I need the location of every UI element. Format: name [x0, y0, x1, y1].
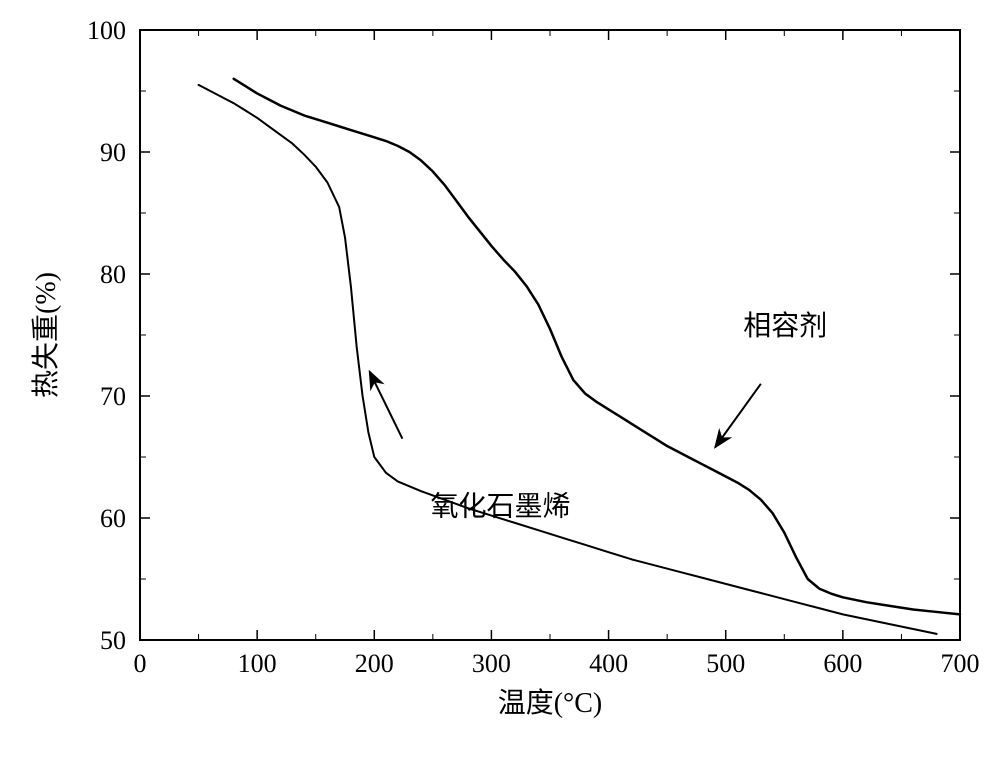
tga-chart: 0 100 200 300 400 500 600 700 50 60 70 80 90 100 温度(°C… — [0, 0, 1000, 761]
x-tick-label: 600 — [823, 649, 862, 678]
y-tick-label: 90 — [100, 138, 126, 167]
y-tick-label: 100 — [87, 16, 126, 45]
y-tick-label: 80 — [100, 260, 126, 289]
chart-svg: 0 100 200 300 400 500 600 700 50 60 70 80 90 100 温度(°C… — [0, 0, 1000, 761]
series-line — [199, 85, 937, 634]
x-tick-label: 700 — [941, 649, 980, 678]
x-tick-label: 0 — [134, 649, 147, 678]
series-line — [234, 79, 960, 615]
y-tick-label: 60 — [100, 504, 126, 533]
x-tick-label: 500 — [706, 649, 745, 678]
x-tick-label: 100 — [238, 649, 277, 678]
annotation-label: 相容剂 — [743, 310, 827, 342]
x-tick-label: 200 — [355, 649, 394, 678]
annotation-label: 氧化石墨烯 — [431, 491, 571, 523]
x-tick-label: 400 — [589, 649, 628, 678]
y-tick-label: 50 — [100, 626, 126, 655]
annotation-arrow — [370, 372, 403, 439]
annotation-arrow — [715, 384, 761, 447]
x-axis-label: 温度(°C) — [498, 687, 603, 719]
y-axis-label: 热失重(%) — [30, 272, 62, 398]
x-tick-label: 300 — [472, 649, 511, 678]
y-tick-label: 70 — [100, 382, 126, 411]
